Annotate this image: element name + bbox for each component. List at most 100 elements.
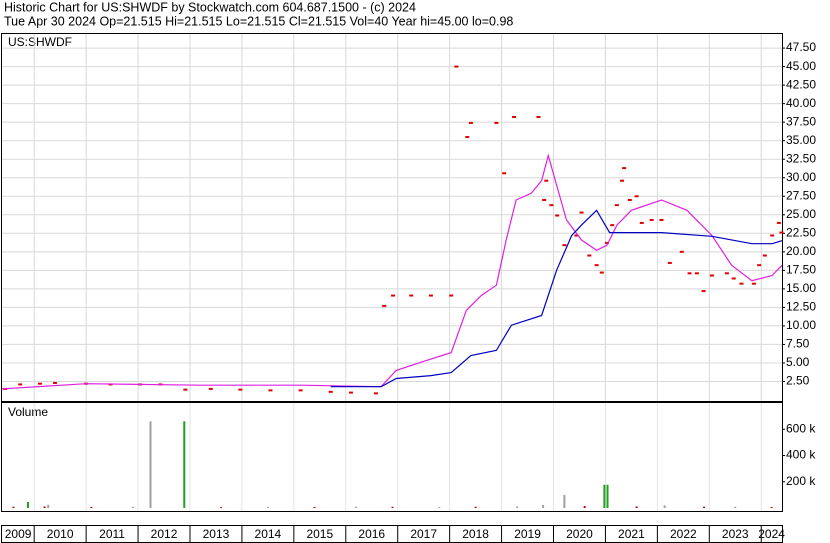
average-line [1,153,783,390]
volume-bar [438,506,441,508]
volume-bar [603,484,606,508]
volume-bar [542,504,545,508]
volume-bar [183,421,186,508]
volume-bar [663,505,666,508]
price-dot [751,282,756,285]
average-line [330,209,783,388]
price-dot [579,211,584,214]
price-dot [757,264,762,267]
volume-bar [266,506,269,508]
y-tick-label: 47.50 [786,40,816,54]
symbol-label: US:SHWDF [8,35,72,49]
price-dot [454,65,459,68]
price-dot [328,390,333,393]
price-dot [409,294,414,297]
x-tick-label: 2009 [5,527,32,541]
y-tick-label: 22.50 [786,225,816,239]
y-tick-label: 37.50 [786,114,816,128]
price-dot [37,382,42,385]
x-tick-label: 2022 [670,527,697,541]
y-tick-label: 27.50 [786,188,816,202]
price-dot [599,271,604,274]
header-line: Tue Apr 30 2024 Op=21.515 Hi=21.515 Lo=2… [4,14,513,28]
price-dot [731,277,736,280]
price-dot [724,272,729,275]
header-line: Historic Chart for US:SHWDF by Stockwatc… [4,0,416,14]
volume-bar [131,506,134,508]
x-tick-label: 2015 [306,527,333,541]
price-dot [494,121,499,124]
price-dot [238,388,243,391]
volume-bar [391,506,394,508]
price-dot [701,290,706,293]
volume-bar [26,501,29,508]
volume-bar [90,506,93,508]
y-tick-label: 200 k [786,474,816,488]
volume-bar [355,506,358,508]
price-dot [536,115,541,118]
price-dot [52,381,57,384]
price-dot [627,198,632,201]
x-tick-label: 2020 [566,527,593,541]
x-tick-label: 2012 [151,527,178,541]
price-dot [574,234,579,237]
y-tick-label: 40.00 [786,96,816,110]
price-dot [298,389,303,392]
price-dot [770,234,775,237]
price-dot [776,221,781,224]
x-tick-label: 2016 [358,527,385,541]
volume-label: Volume [8,405,48,419]
x-tick-label: 2019 [514,527,541,541]
y-tick-label: 25.00 [786,207,816,221]
price-dot [428,294,433,297]
price-dot [468,121,473,124]
price-dot [762,254,767,257]
price-dot [449,294,454,297]
price-dot [622,167,627,170]
price-dot [604,241,609,244]
y-tick-label: 32.50 [786,151,816,165]
volume-bar [149,421,152,508]
price-dot [208,387,213,390]
price-dot [549,204,554,207]
y-tick-label: 2.50 [786,374,810,388]
price-dot [694,272,699,275]
price-dot [587,254,592,257]
y-tick-label: 7.50 [786,337,810,351]
volume-bar [474,506,477,508]
volume-bar [770,506,773,508]
volume-bar [12,506,15,508]
price-dot [667,261,672,264]
volume-bar [313,506,316,508]
price-dot [544,179,549,182]
y-tick-label: 5.00 [786,355,810,369]
y-tick-label: 12.50 [786,300,816,314]
price-dot [610,224,615,227]
volume-bar [583,506,586,508]
y-tick-label: 400 k [786,448,816,462]
volume-bar [635,506,638,508]
y-tick-label: 17.50 [786,263,816,277]
volume-bar [43,506,46,508]
price-dot [779,231,784,234]
y-tick-label: 30.00 [786,170,816,184]
volume-bar [220,507,223,508]
volume-bar [703,506,706,508]
x-tick-label: 2023 [722,527,749,541]
x-tick-label: 2014 [255,527,282,541]
y-tick-label: 15.00 [786,281,816,295]
price-dot [382,304,387,307]
volume-bar [563,494,566,508]
price-dot [634,195,639,198]
x-tick-label: 2017 [410,527,437,541]
price-dot [542,198,547,201]
price-dot [465,135,470,138]
y-tick-label: 45.00 [786,59,816,73]
price-panel [1,33,783,402]
price-dot [620,179,625,182]
volume-bar [734,506,737,508]
price-dot [679,250,684,253]
x-tick-label: 2018 [462,527,489,541]
price-dot [687,272,692,275]
